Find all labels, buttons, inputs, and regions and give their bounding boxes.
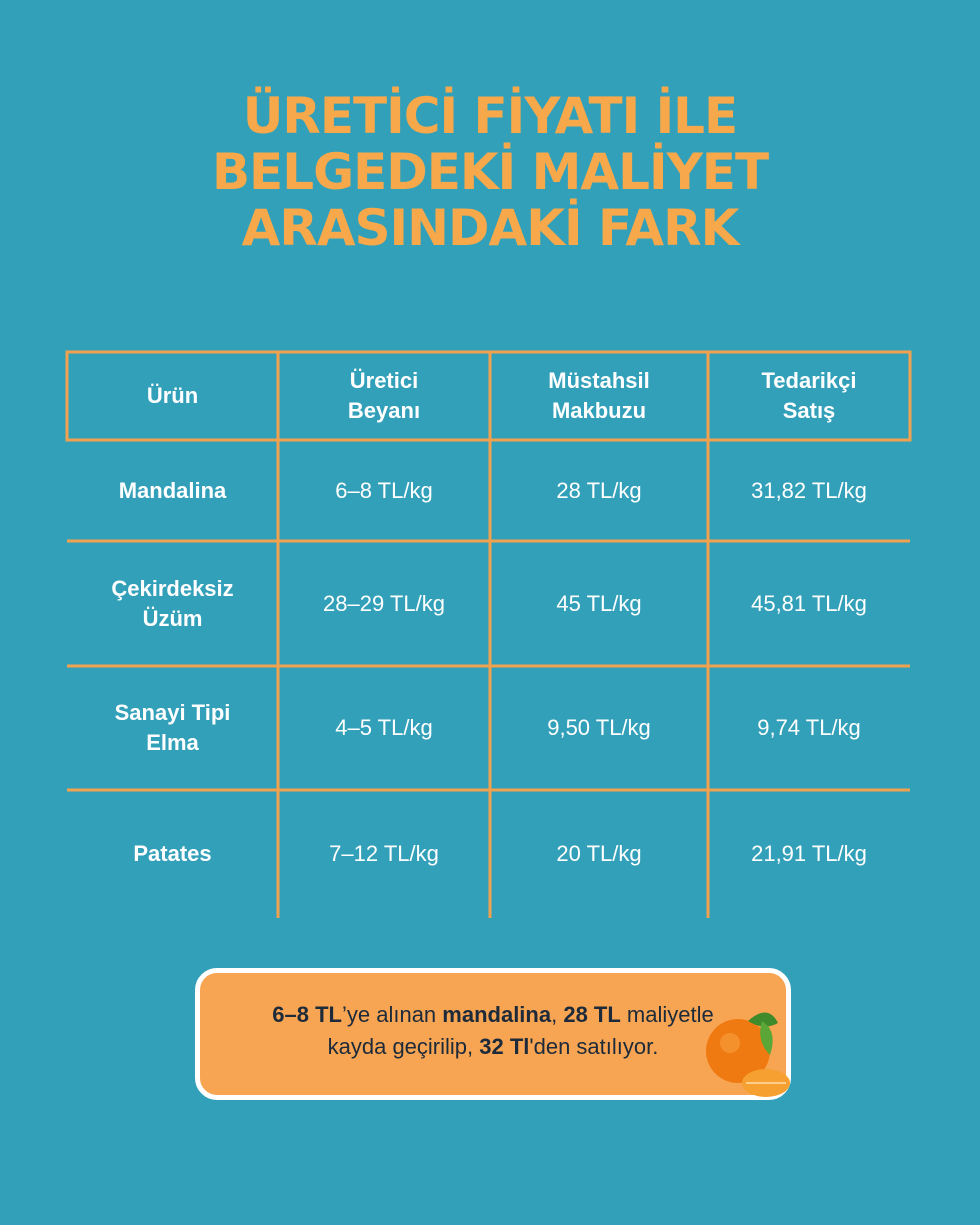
- title-line: ARASINDAKİ FARK: [241, 199, 740, 257]
- callout-segment: ,: [551, 1002, 564, 1027]
- value-cell: 45 TL/kg: [556, 590, 642, 616]
- value-cell: 20 TL/kg: [556, 841, 642, 866]
- value-cell: 31,82 TL/kg: [751, 477, 867, 503]
- callout-segment: ’ye alınan: [341, 1002, 443, 1027]
- callout: 6–8 TL’ye alınan mandalina, 28 TL maliye…: [195, 968, 791, 1100]
- title-line: ÜRETİCİ FİYATI İLE: [242, 87, 738, 145]
- row-label: Sanayi Tipi Elma: [114, 700, 231, 755]
- callout-line: kayda geçirilip, 32 Tl'den satılıyor.: [200, 1031, 786, 1063]
- callout-segment: 32 Tl: [479, 1034, 530, 1059]
- value-cell: 9,50 TL/kg: [547, 715, 651, 740]
- row-label: Mandalina: [118, 477, 227, 503]
- callout-line: 6–8 TL’ye alınan mandalina, 28 TL maliye…: [200, 999, 786, 1031]
- value-cell: 28 TL/kg: [556, 477, 642, 503]
- value-cell: 45,81 TL/kg: [751, 590, 867, 616]
- row-label: Çekirdeksiz Üzüm: [111, 575, 234, 631]
- value-cell: 28–29 TL/kg: [323, 590, 445, 616]
- row-label: Patates: [133, 841, 212, 866]
- callout-text: 6–8 TL’ye alınan mandalina, 28 TL maliye…: [200, 999, 786, 1063]
- title-line: BELGEDEKİ MALİYET: [211, 143, 769, 201]
- header-cell: Üretici Beyanı: [347, 368, 421, 423]
- header-cell: Ürün: [146, 383, 199, 408]
- value-cell: 9,74 TL/kg: [757, 715, 861, 740]
- callout-segment: kayda geçirilip,: [327, 1034, 480, 1059]
- callout-segment: maliyetle: [620, 1002, 714, 1027]
- callout-segment: 6–8 TL: [272, 1002, 342, 1027]
- mandarin-icon: [706, 1012, 790, 1097]
- value-cell: 4–5 TL/kg: [335, 715, 433, 740]
- callout-segment: 28 TL: [563, 1002, 621, 1027]
- header-cell: Tedarikçi Satış: [761, 368, 857, 423]
- callout-segment: 'den satılıyor.: [529, 1034, 659, 1059]
- value-cell: 7–12 TL/kg: [329, 841, 439, 866]
- value-cell: 21,91 TL/kg: [751, 841, 867, 866]
- callout-segment: mandalina: [442, 1002, 552, 1027]
- title: ÜRETİCİ FİYATI İLE BELGEDEKİ MALİYET ARASI…: [0, 88, 980, 256]
- value-cell: 6–8 TL/kg: [335, 477, 433, 503]
- header-cell: Müstahsil Makbuzu: [548, 368, 650, 423]
